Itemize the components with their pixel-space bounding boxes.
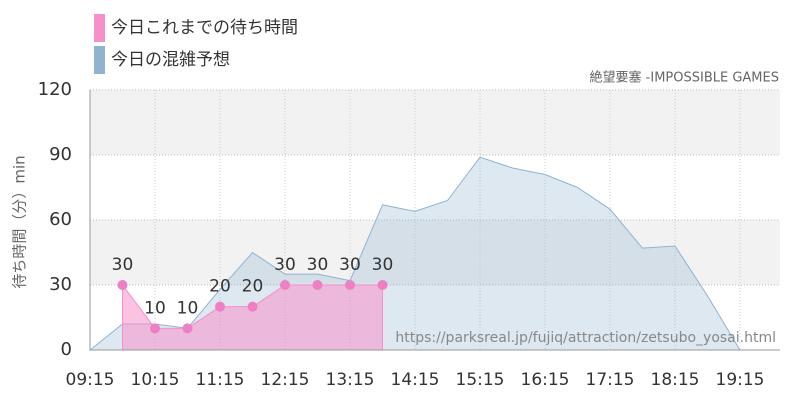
grid-band [90,90,780,155]
x-tick-label: 11:15 [196,370,245,390]
legend-label: 今日これまでの待ち時間 [111,18,298,38]
y-tick-label: 60 [49,209,72,230]
data-point [117,280,128,290]
legend-swatch [94,14,105,42]
data-point [150,323,160,334]
x-tick-label: 18:15 [651,370,700,390]
legend-label: 今日の混雑予想 [111,50,230,70]
data-label: 20 [242,277,264,297]
data-point [182,323,193,334]
annotation: https://parksreal.jp/fujiq/attraction/ze… [395,330,776,346]
data-label: 20 [209,277,231,297]
x-tick-label: 13:15 [326,370,375,390]
data-point [247,301,258,312]
legend-swatch [94,46,105,74]
data-label: 30 [274,255,296,275]
data-point [345,280,355,290]
y-tick-label: 90 [49,144,72,165]
x-tick-label: 15:15 [456,370,505,390]
data-point [377,280,388,290]
x-tick-label: 17:15 [586,370,635,390]
data-point [280,280,290,290]
data-label: 10 [144,298,166,318]
data-point [312,280,323,290]
chart-subtitle: 絶望要塞 -IMPOSSIBLE GAMES [590,70,779,86]
x-tick-label: 14:15 [391,370,440,390]
data-label: 30 [372,255,394,275]
x-tick-label: 12:15 [261,370,310,390]
data-label: 10 [177,298,199,318]
data-label: 30 [307,255,329,275]
y-tick-label: 120 [38,79,72,100]
series-area [122,283,383,351]
plot-bands [90,90,780,285]
y-tick-label: 0 [61,339,72,360]
data-label: 30 [339,255,361,275]
x-tick-label: 09:15 [66,370,115,390]
x-tick-label: 16:15 [521,370,570,390]
y-axis-label: 待ち時間（分）min [11,155,29,288]
y-tick-label: 30 [49,274,72,295]
data-point [215,301,225,312]
data-label: 30 [112,255,134,275]
grid-band [90,220,780,285]
x-tick-label: 19:15 [716,370,765,390]
x-tick-label: 10:15 [131,370,180,390]
